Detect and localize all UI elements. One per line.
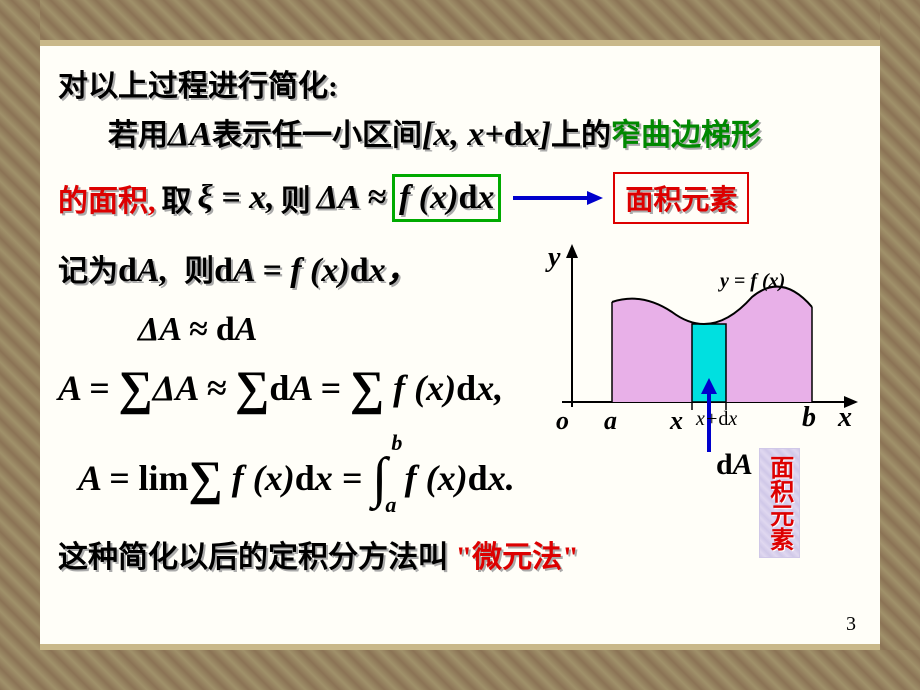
vertical-area-element: 面积元素 <box>759 448 800 558</box>
page-number: 3 <box>846 613 856 636</box>
heading-line1: 对以上过程进行简化: <box>58 61 862 105</box>
x-tick: x <box>670 406 683 436</box>
dA-block: dA 面积元素 <box>716 448 800 558</box>
delta-A: ΔA <box>168 116 212 153</box>
line3-take: 取 <box>162 176 192 220</box>
heading-line2: 若用ΔA表示任一小区间[x, x+dx]上的窄曲边梯形 <box>108 110 862 154</box>
origin-label: o <box>556 406 569 436</box>
line3-then: 则 <box>281 176 311 220</box>
deltaA-approx: ΔA ≈ <box>317 179 386 217</box>
legend-area-element: 面积元素 <box>613 172 749 224</box>
line2-part1: 若用 <box>108 119 168 152</box>
graph-area: y o a x x+dx b x y = f (x) dA 面积元素 <box>552 242 862 504</box>
dA-label: dA <box>716 448 753 482</box>
curve-label: y = f (x) <box>720 270 785 293</box>
xi-eq-x: ξ = x, <box>198 179 275 217</box>
b-label: b <box>802 402 816 434</box>
line4: 记为dA, 则dA = f (x)dx， <box>58 242 552 291</box>
dA-term: dA, <box>118 252 177 289</box>
line6: A = ∑ΔA ≈ ∑dA = ∑ f (x)dx, <box>58 357 552 412</box>
line8-red: "微元法" <box>456 541 579 574</box>
xdx-tick: x+dx <box>696 408 737 431</box>
line7: A = lim∑ f (x)dx = ∫ b a f (x)dx. <box>78 440 552 504</box>
dA-eq: dA = f (x)dx， <box>214 252 420 289</box>
line4-then: 则 <box>184 255 214 288</box>
interval: [x, x+dx] <box>422 116 551 153</box>
line3-red: 的面积, <box>58 176 156 220</box>
line2-green: 窄曲边梯形 <box>611 119 761 152</box>
boxed-fxdx: f (x)dx <box>392 174 501 222</box>
arrow-to-legend <box>507 183 607 213</box>
a-label: a <box>604 406 617 436</box>
line5: ΔA ≈ dA <box>138 311 552 349</box>
line2-part2: 表示任一小区间 <box>212 119 422 152</box>
line4-part1: 记为 <box>58 255 118 288</box>
line3: 的面积, 取 ξ = x, 则 ΔA ≈ f (x)dx 面积元素 <box>58 172 862 224</box>
y-axis-label: y <box>548 242 560 274</box>
slide-content: 对以上过程进行简化: 若用ΔA表示任一小区间[x, x+dx]上的窄曲边梯形 的… <box>40 46 880 644</box>
line2-part3: 上的 <box>551 119 611 152</box>
line8-part1: 这种简化以后的定积分方法叫 <box>58 541 448 574</box>
x-axis-label: x <box>838 402 852 434</box>
